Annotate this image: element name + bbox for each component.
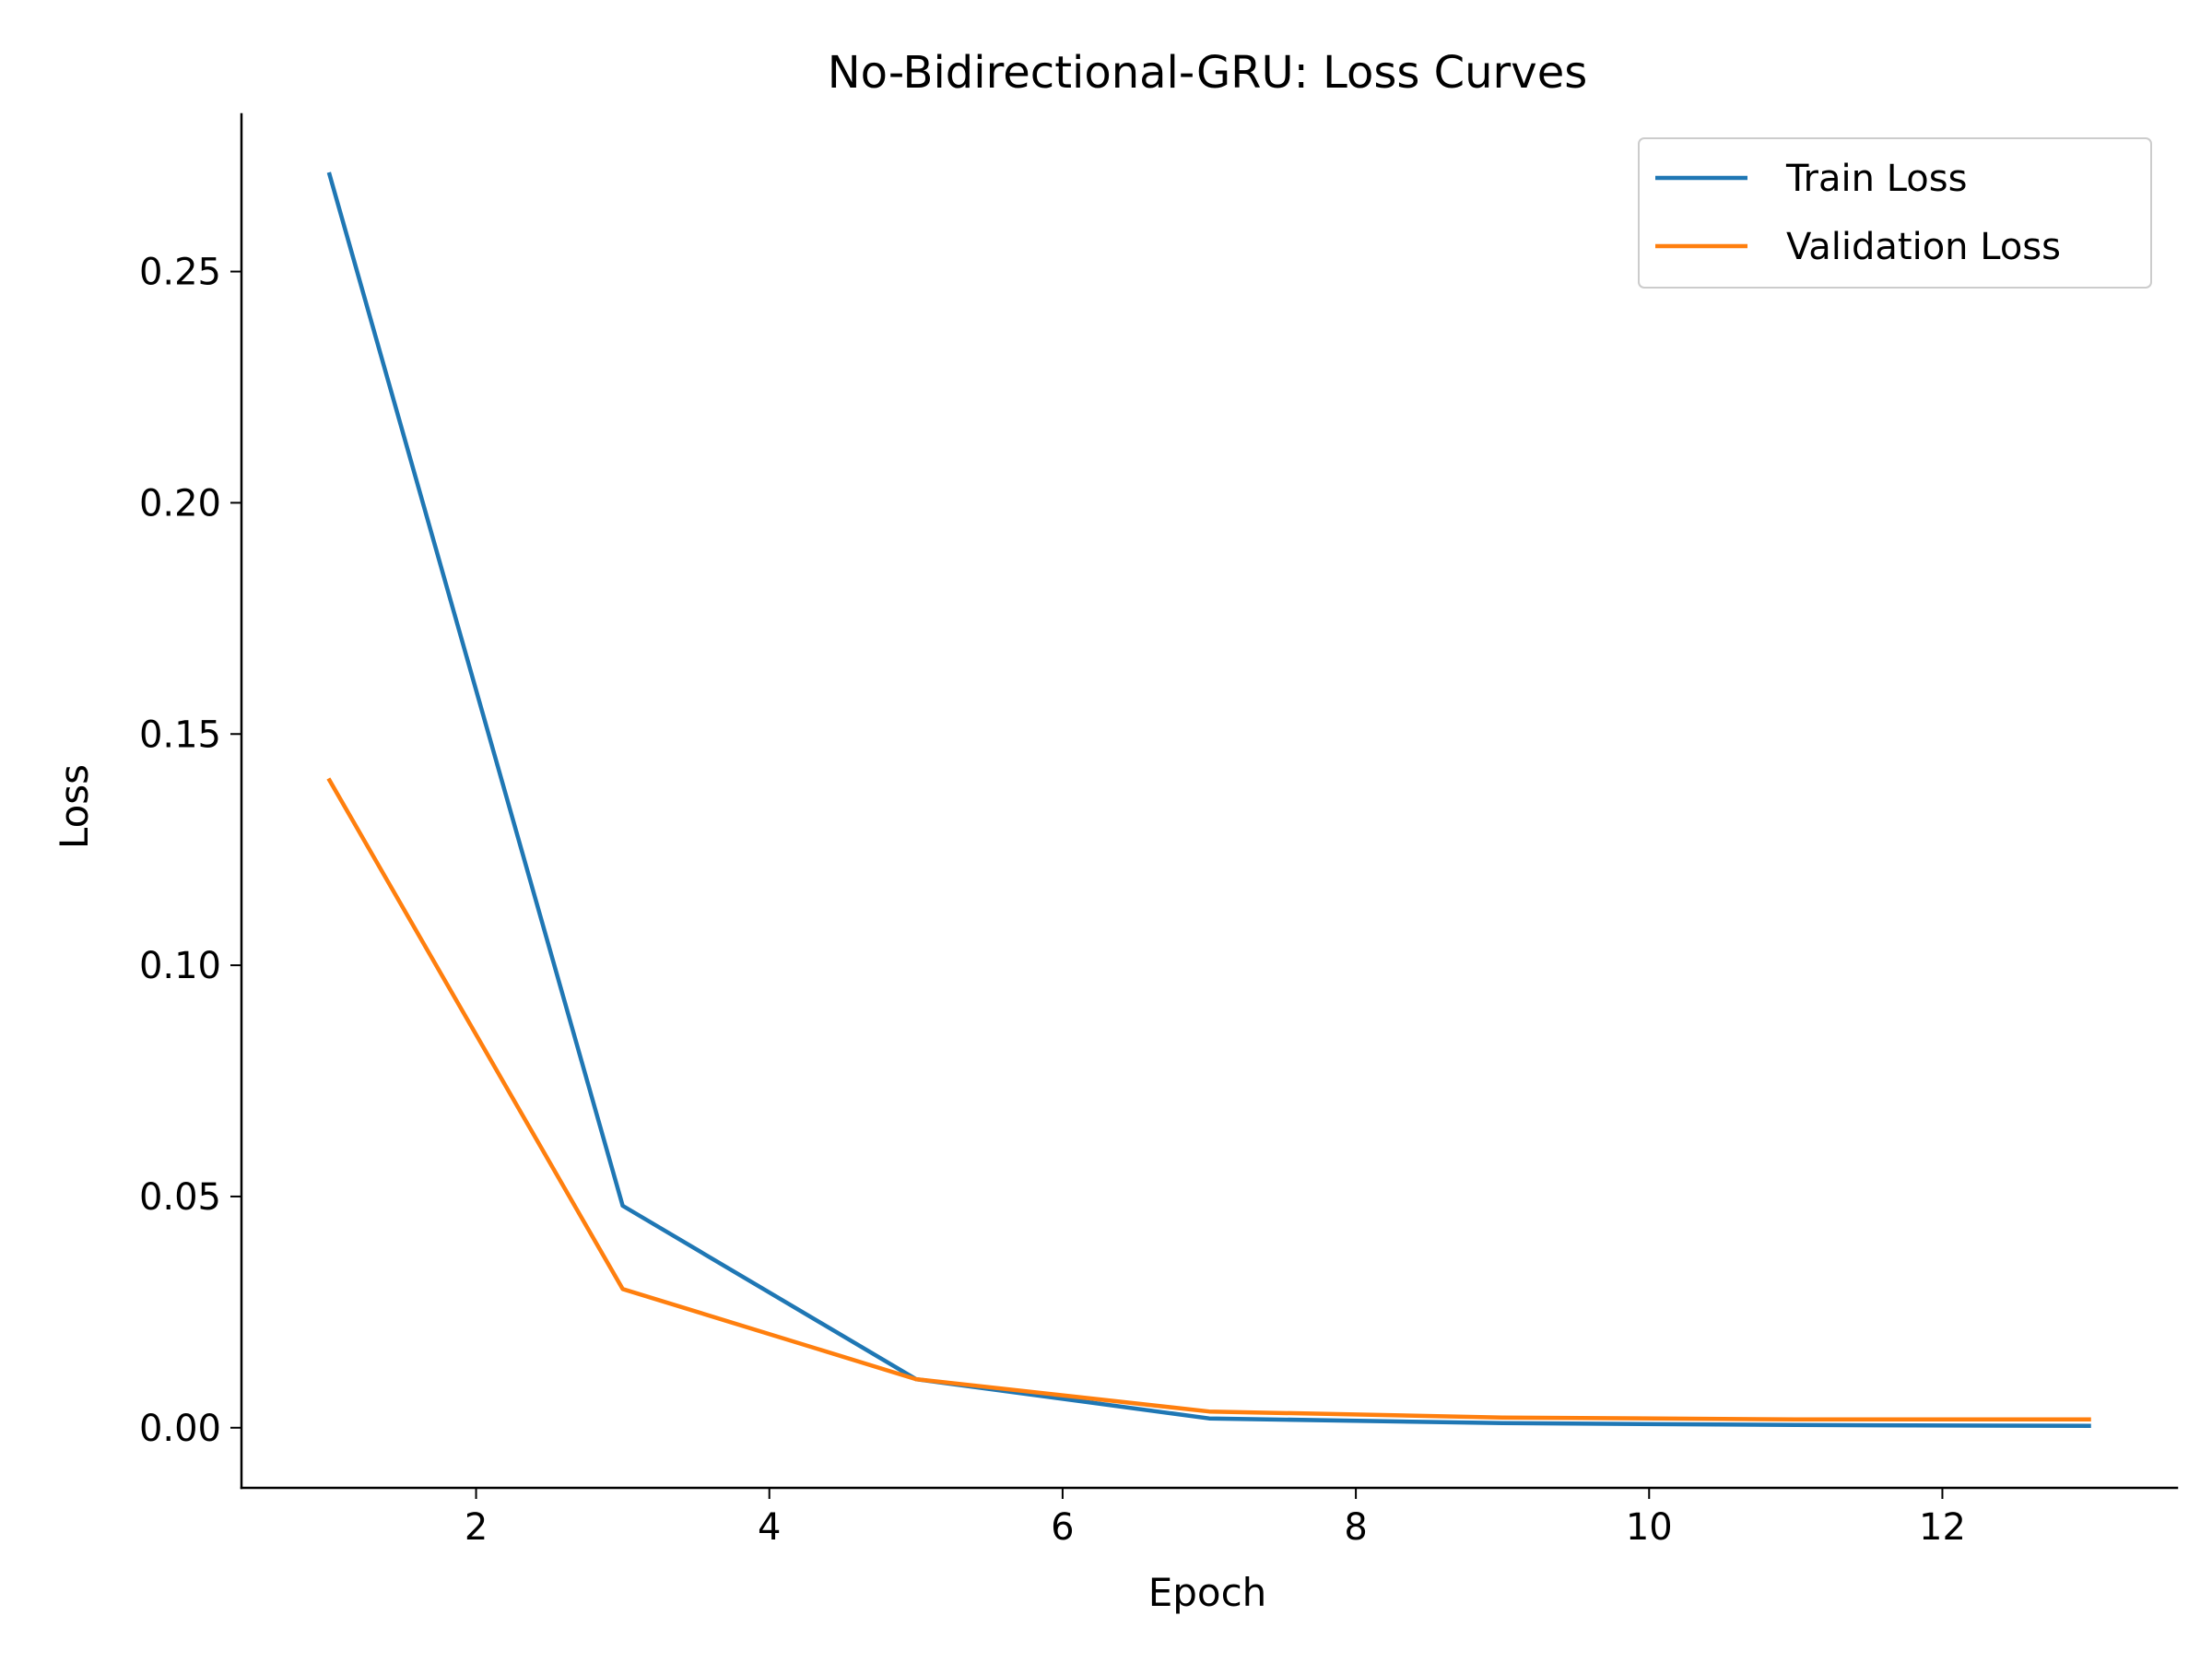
legend-label: Validation Loss	[1786, 226, 2061, 268]
chart-title: No-Bidirectional-GRU: Loss Curves	[828, 47, 1587, 99]
series-line-train-loss	[326, 171, 2091, 1429]
x-tick-label: 12	[1919, 1506, 1966, 1549]
y-tick-label: 0.00	[139, 1408, 221, 1450]
x-tick-label: 4	[758, 1506, 781, 1549]
y-tick-label: 0.05	[139, 1176, 221, 1219]
x-tick-label: 2	[465, 1506, 488, 1549]
y-axis-ticks: 0.00 0.05 0.10 0.15 0.20 0.25	[139, 252, 241, 1450]
x-axis-label: Epoch	[1148, 1570, 1267, 1615]
series-lines	[326, 171, 2091, 1429]
y-tick-label: 0.20	[139, 482, 221, 525]
x-tick-label: 8	[1344, 1506, 1367, 1549]
series-line-validation-loss	[326, 777, 2091, 1422]
y-tick-label: 0.10	[139, 945, 221, 987]
axes	[240, 112, 2179, 1490]
y-tick-label: 0.25	[139, 252, 221, 294]
x-tick-label: 6	[1051, 1506, 1074, 1549]
legend-box	[1638, 137, 2152, 289]
legend: Train Loss Validation Loss	[1638, 137, 2152, 289]
x-tick-label: 10	[1626, 1506, 1673, 1549]
x-axis-ticks: 2 4 6 8 10 12	[465, 1488, 1966, 1549]
y-tick-label: 0.15	[139, 714, 221, 756]
y-axis-label: Loss	[52, 764, 97, 849]
legend-label: Train Loss	[1785, 158, 1967, 200]
